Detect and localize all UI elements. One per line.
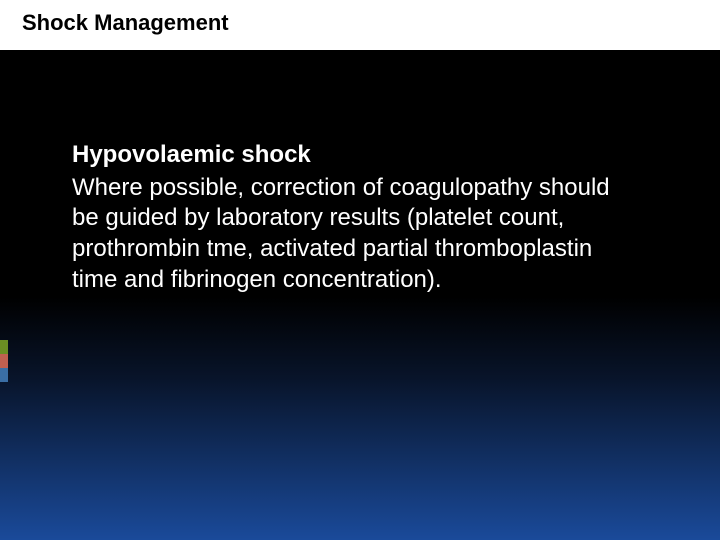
slide-title: Shock Management	[22, 10, 229, 36]
slide: Shock Management Hypovolaemic shock Wher…	[0, 0, 720, 540]
accent-stripe-1	[0, 340, 8, 354]
content-block: Hypovolaemic shock Where possible, corre…	[72, 140, 642, 296]
content-subheading: Hypovolaemic shock	[72, 140, 642, 171]
accent-stripe-3	[0, 368, 8, 382]
accent-stripe-2	[0, 354, 8, 368]
content-body: Where possible, correction of coagulopat…	[72, 173, 642, 296]
